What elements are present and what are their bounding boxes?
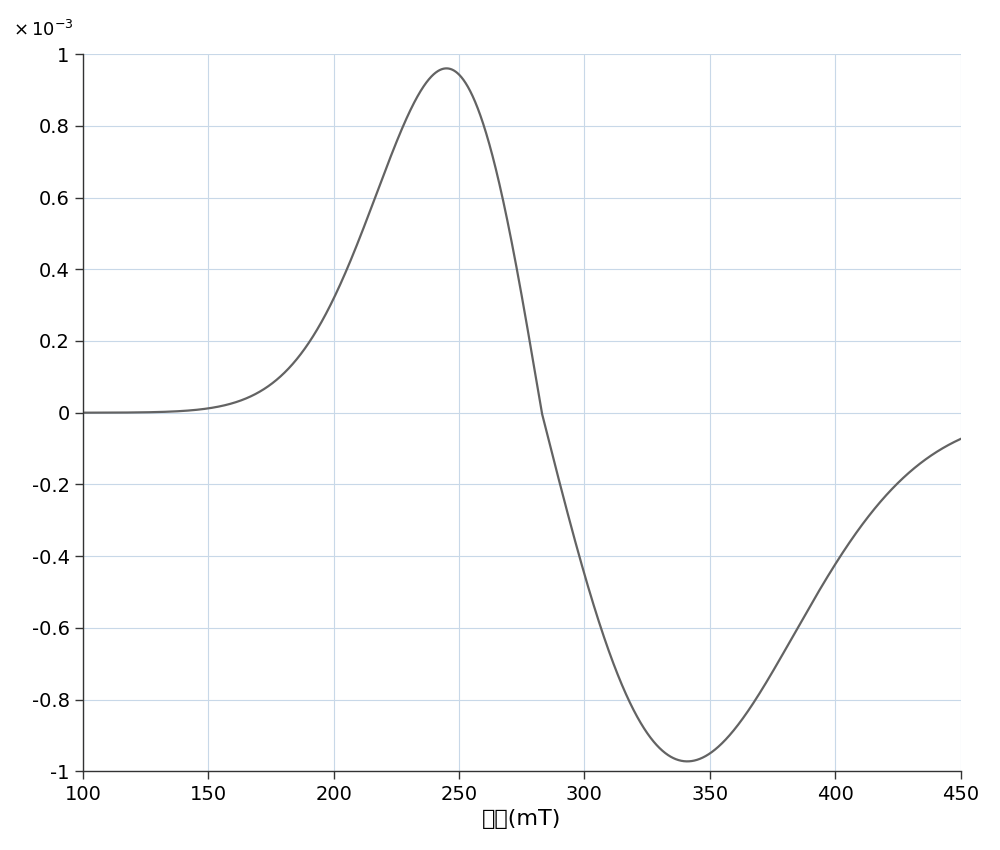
Text: $\times\,10^{-3}$: $\times\,10^{-3}$: [13, 20, 73, 40]
X-axis label: 磁场(mT): 磁场(mT): [482, 809, 561, 829]
